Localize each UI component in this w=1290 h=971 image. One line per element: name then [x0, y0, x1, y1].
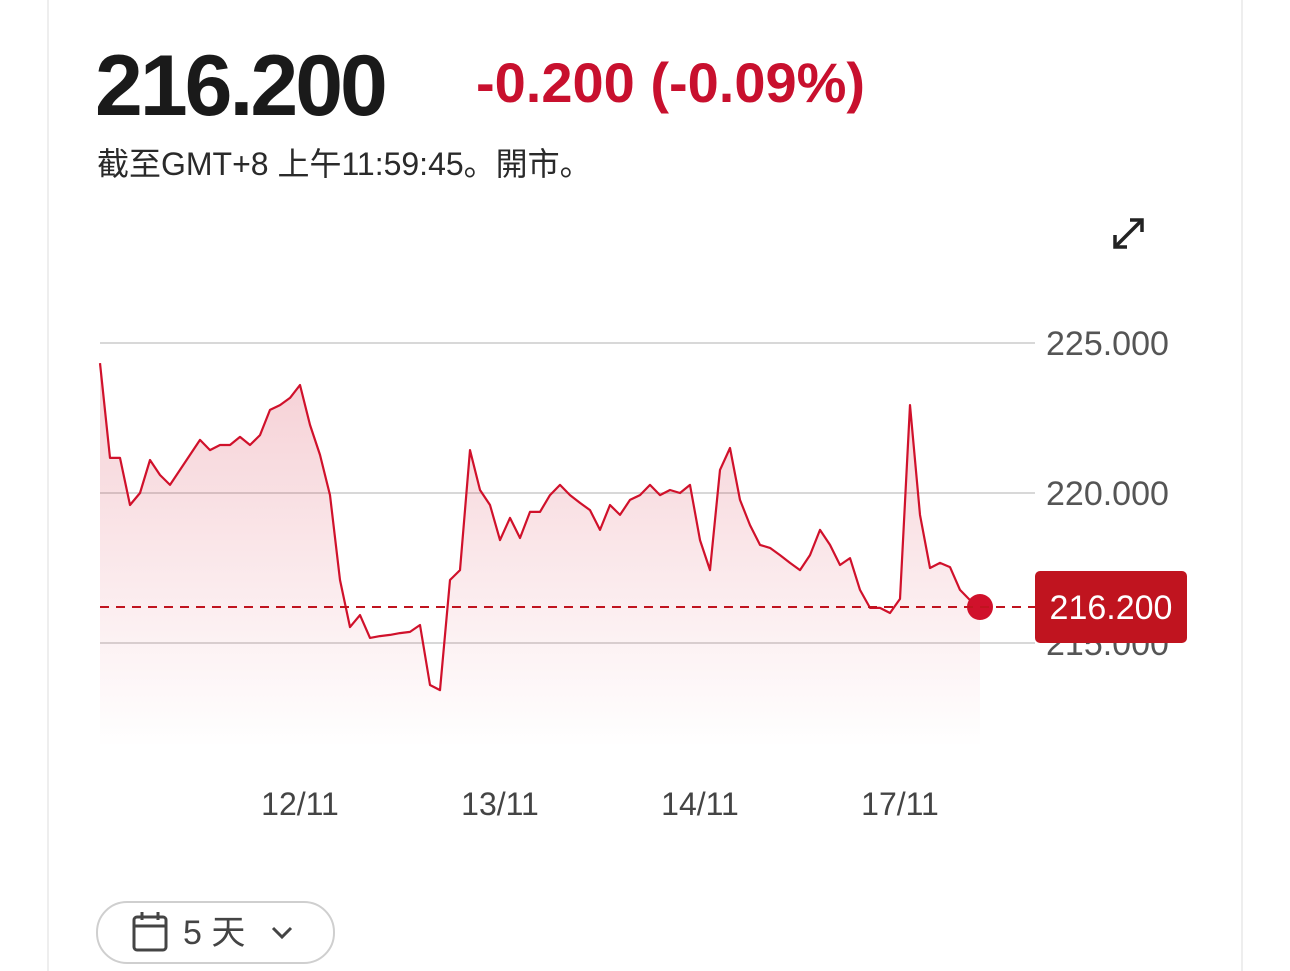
- expand-icon[interactable]: [1113, 218, 1144, 249]
- x-tick-label: 12/11: [261, 786, 339, 822]
- range-label: 5 天: [183, 914, 245, 952]
- y-tick-label: 220.000: [1046, 475, 1169, 513]
- timestamp: 截至GMT+8 上午11:59:45。開市。: [97, 146, 592, 182]
- price: 216.200: [95, 38, 385, 134]
- x-tick-label: 17/11: [861, 786, 939, 822]
- x-tick-label: 13/11: [461, 786, 539, 822]
- last-price-badge: [1035, 571, 1187, 643]
- line: [98, 362, 981, 692]
- x-tick-label: 14/11: [661, 786, 739, 822]
- last-price-label: 216.200: [1050, 589, 1173, 627]
- range-button[interactable]: 5 天: [96, 901, 335, 964]
- y-tick-label: 225.000: [1046, 325, 1169, 363]
- price-change: -0.200 (-0.09%): [476, 51, 865, 114]
